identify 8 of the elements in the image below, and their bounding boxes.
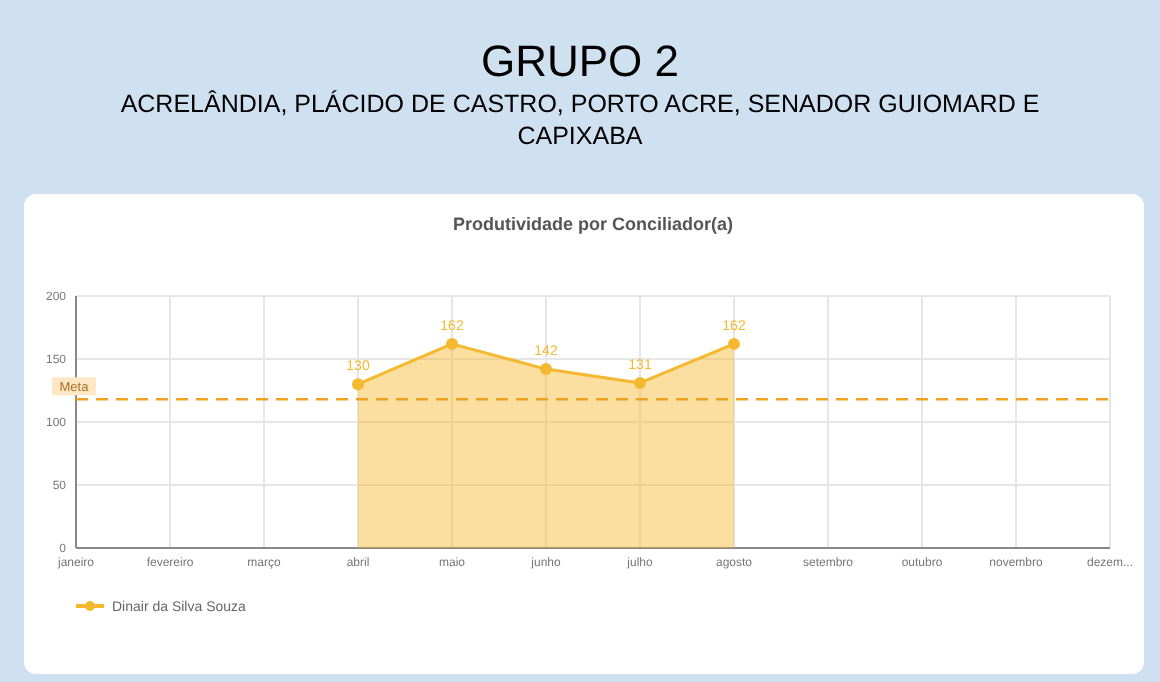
text: Produtividade por Conciliador(a) bbox=[452, 214, 734, 234]
point bbox=[446, 337, 458, 350]
point bbox=[634, 376, 646, 389]
point bbox=[540, 363, 552, 376]
point bbox=[352, 378, 364, 391]
point bbox=[728, 337, 740, 350]
chart-subtitle: ACRELÂNDIA, PLÁCIDO DE CASTRO, PORTO ACRE, SENADOR GUIOMARD E CAPIXABA bbox=[118, 88, 1042, 152]
chart-title: GRUPO 2 bbox=[480, 36, 680, 86]
